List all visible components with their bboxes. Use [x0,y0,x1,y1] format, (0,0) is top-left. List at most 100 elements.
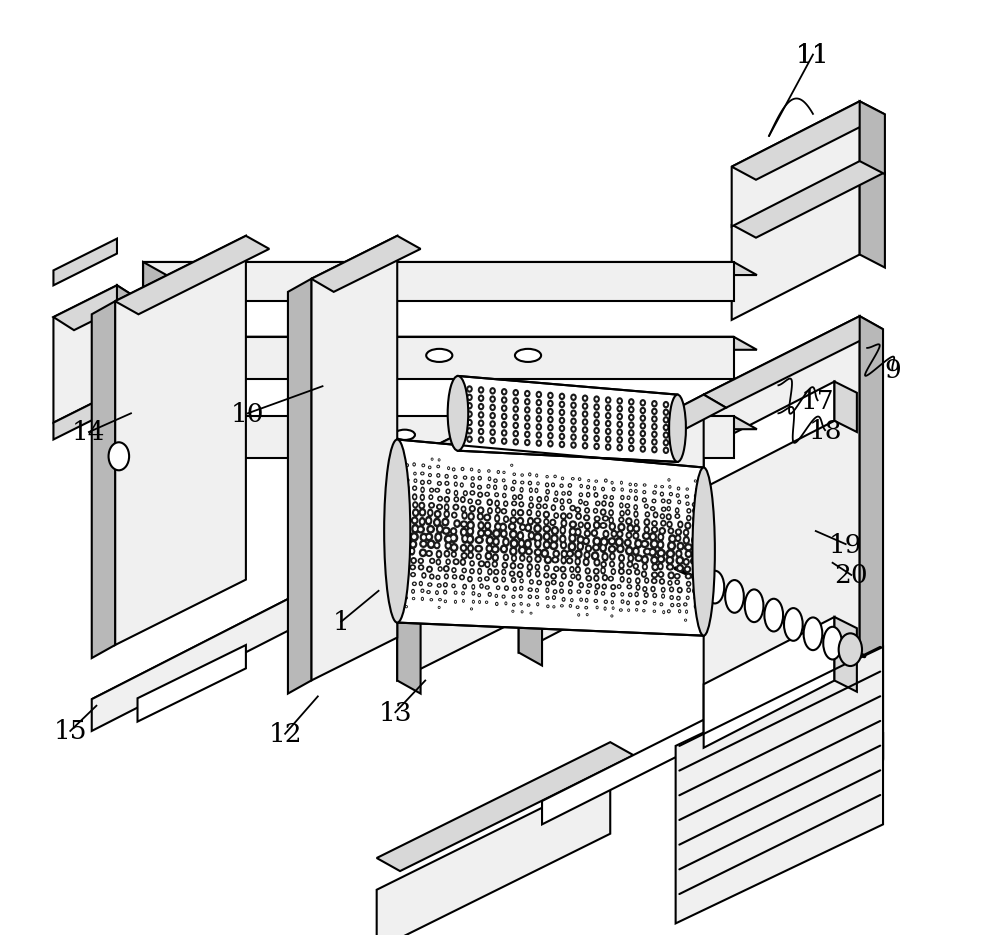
Ellipse shape [505,587,508,590]
Ellipse shape [653,602,656,606]
Text: 13: 13 [379,700,412,725]
Ellipse shape [461,592,465,595]
Ellipse shape [503,516,509,523]
Polygon shape [704,316,883,408]
Ellipse shape [627,554,634,563]
Ellipse shape [584,522,591,531]
Ellipse shape [412,508,419,518]
Ellipse shape [654,492,656,494]
Ellipse shape [652,542,656,547]
Ellipse shape [445,601,446,603]
Ellipse shape [635,490,637,492]
Ellipse shape [676,435,679,438]
Ellipse shape [471,507,474,511]
Polygon shape [311,237,421,293]
Ellipse shape [469,490,475,496]
Ellipse shape [643,519,650,527]
Ellipse shape [405,463,409,468]
Ellipse shape [653,522,656,525]
Ellipse shape [641,555,649,565]
Ellipse shape [502,563,508,569]
Ellipse shape [621,578,623,581]
Polygon shape [458,376,678,462]
Ellipse shape [568,534,577,544]
Ellipse shape [454,476,456,478]
Ellipse shape [604,533,607,536]
Ellipse shape [405,487,408,490]
Ellipse shape [643,548,652,556]
Ellipse shape [601,501,607,507]
Ellipse shape [471,608,472,610]
Ellipse shape [594,510,597,513]
Ellipse shape [437,466,439,468]
Ellipse shape [486,532,490,535]
Ellipse shape [491,423,494,426]
Ellipse shape [674,410,681,417]
Ellipse shape [518,546,527,556]
Ellipse shape [572,420,575,423]
Ellipse shape [545,534,549,539]
Ellipse shape [694,518,696,520]
Ellipse shape [612,607,615,610]
Ellipse shape [427,480,432,485]
Ellipse shape [530,534,533,538]
Ellipse shape [427,519,430,523]
Ellipse shape [643,491,645,493]
Ellipse shape [637,557,641,561]
Ellipse shape [547,392,554,400]
Polygon shape [519,395,704,652]
Ellipse shape [520,588,522,590]
Ellipse shape [611,482,613,484]
Ellipse shape [572,444,575,447]
Ellipse shape [561,403,563,406]
Ellipse shape [489,437,496,445]
Ellipse shape [513,605,515,606]
Ellipse shape [454,591,458,595]
Ellipse shape [646,514,649,517]
Ellipse shape [661,587,666,593]
Ellipse shape [582,411,588,418]
Polygon shape [834,382,857,432]
Ellipse shape [635,497,637,500]
Ellipse shape [537,483,539,485]
Ellipse shape [413,488,416,490]
Ellipse shape [428,474,432,477]
Ellipse shape [412,535,416,539]
Ellipse shape [635,513,637,517]
Ellipse shape [595,600,597,602]
Ellipse shape [438,483,441,485]
Ellipse shape [487,507,493,515]
Ellipse shape [561,501,563,504]
Ellipse shape [651,563,659,572]
Ellipse shape [435,544,439,548]
Ellipse shape [576,552,580,557]
Ellipse shape [686,568,689,571]
Ellipse shape [462,499,464,502]
Ellipse shape [412,462,416,467]
Ellipse shape [701,612,702,614]
Ellipse shape [618,586,620,588]
Ellipse shape [651,408,658,416]
Polygon shape [115,237,269,314]
Ellipse shape [404,596,408,600]
Ellipse shape [526,425,529,428]
Ellipse shape [497,471,500,475]
Ellipse shape [536,590,538,592]
Ellipse shape [524,523,532,533]
Ellipse shape [403,508,410,515]
Ellipse shape [509,547,518,557]
Ellipse shape [610,519,612,522]
Ellipse shape [560,566,566,573]
Ellipse shape [411,589,415,594]
Ellipse shape [618,439,621,442]
Ellipse shape [628,406,635,414]
Ellipse shape [413,496,416,499]
Ellipse shape [422,465,424,467]
Ellipse shape [484,577,490,582]
Ellipse shape [636,542,640,547]
Ellipse shape [674,417,681,425]
Ellipse shape [413,598,414,600]
Ellipse shape [568,542,576,552]
Ellipse shape [512,489,514,490]
Ellipse shape [669,574,673,578]
